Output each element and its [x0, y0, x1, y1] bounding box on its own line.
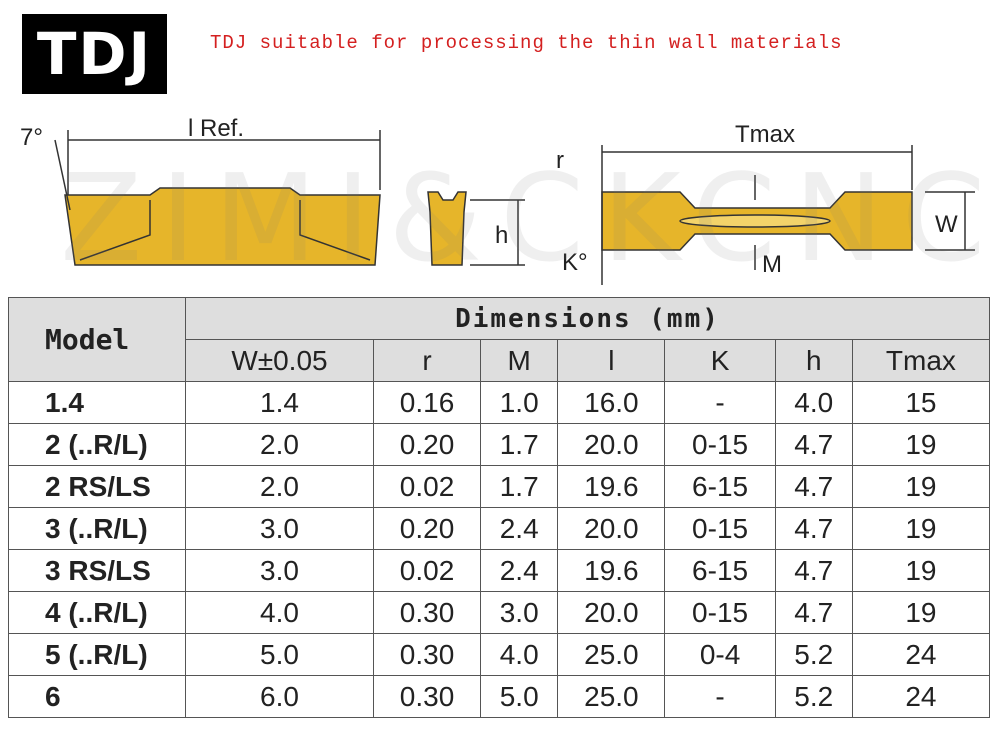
side-view — [54, 130, 381, 266]
column-header: K — [664, 339, 776, 382]
column-header: Tmax — [851, 339, 991, 382]
value-cell: 3.0 — [185, 507, 374, 550]
value-cell: 20.0 — [557, 591, 666, 634]
value-cell: 15 — [851, 381, 991, 424]
subtitle: TDJ suitable for processing the thin wal… — [210, 32, 843, 54]
value-cell: 0.30 — [372, 633, 482, 676]
value-cell: 4.7 — [774, 549, 853, 592]
value-cell: 0.02 — [372, 465, 482, 508]
value-cell: 4.0 — [774, 381, 853, 424]
width-label: W — [935, 211, 958, 238]
value-cell: 0.30 — [372, 591, 482, 634]
value-cell: 16.0 — [557, 381, 666, 424]
value-cell: 1.7 — [480, 423, 559, 466]
value-cell: 3.0 — [480, 591, 559, 634]
table-row: 3 RS/LS 3.0 0.02 2.4 19.6 6-15 4.7 19 — [8, 549, 991, 592]
value-cell: 0-15 — [664, 507, 776, 550]
table-row: 6 6.0 0.30 5.0 25.0-5.2 24 — [8, 675, 991, 718]
value-cell: 4.7 — [774, 465, 853, 508]
model-header: Model — [8, 297, 186, 382]
value-cell: 6-15 — [664, 549, 776, 592]
top-view — [601, 145, 975, 285]
model-cell: 3 (..R/L) — [8, 507, 186, 550]
value-cell: 19.6 — [557, 549, 666, 592]
value-cell: 0-15 — [664, 423, 776, 466]
table-row: 4 (..R/L) 4.0 0.30 3.0 20.0 0-15 4.7 19 — [8, 591, 991, 634]
value-cell: - — [664, 675, 776, 718]
value-cell: 0.16 — [372, 381, 482, 424]
group-header: Dimensions (mm) — [185, 297, 990, 340]
value-cell: 0.20 — [372, 423, 482, 466]
m-label: M — [762, 251, 782, 278]
model-cell: 2 (..R/L) — [8, 423, 186, 466]
model-cell: 4 (..R/L) — [8, 591, 186, 634]
table-row: 2 (..R/L) 2.0 0.20 1.7 20.0 0-15 4.7 19 — [8, 423, 991, 466]
model-cell: 3 RS/LS — [8, 549, 186, 592]
value-cell: 4.0 — [185, 591, 374, 634]
value-cell: 5.0 — [480, 675, 559, 718]
value-cell: 0-4 — [664, 633, 776, 676]
table-row: 3 (..R/L) 3.0 0.20 2.4 20.0 0-15 4.7 19 — [8, 507, 991, 550]
column-header: M — [480, 339, 559, 382]
value-cell: 4.0 — [480, 633, 559, 676]
value-cell: 1.0 — [480, 381, 559, 424]
table-row: 5 (..R/L) 5.0 0.30 4.0 25.0 0-4 5.2 24 — [8, 633, 991, 676]
value-cell: 0.30 — [372, 675, 482, 718]
logo: TDJ — [22, 14, 167, 94]
value-cell: 1.7 — [480, 465, 559, 508]
table-row: 2 RS/LS 2.0 0.02 1.7 19.6 6-15 4.7 19 — [8, 465, 991, 508]
column-header: W±0.05 — [185, 339, 374, 382]
value-cell: 6.0 — [185, 675, 374, 718]
value-cell: 0.20 — [372, 507, 482, 550]
value-cell: 25.0 — [557, 633, 666, 676]
value-cell: 2.4 — [480, 507, 559, 550]
value-cell: 20.0 — [557, 423, 666, 466]
column-header: r — [372, 339, 482, 382]
value-cell: 3.0 — [185, 549, 374, 592]
value-cell: 2.0 — [185, 465, 374, 508]
value-cell: 2.4 — [480, 549, 559, 592]
model-cell: 6 — [8, 675, 186, 718]
value-cell: 19 — [851, 465, 991, 508]
k-label: K° — [562, 249, 588, 276]
value-cell: 1.4 — [185, 381, 374, 424]
value-cell: 19 — [851, 549, 991, 592]
value-cell: 19 — [851, 507, 991, 550]
table-row: 1.4 1.4 0.16 1.0 16.0-4.0 15 — [8, 381, 991, 424]
radius-label: r — [556, 147, 564, 174]
diagrams: 7° l Ref. h r Tmax W K° M — [20, 115, 975, 285]
value-cell: 19.6 — [557, 465, 666, 508]
value-cell: 0-15 — [664, 591, 776, 634]
value-cell: 5.0 — [185, 633, 374, 676]
value-cell: 20.0 — [557, 507, 666, 550]
value-cell: 25.0 — [557, 675, 666, 718]
height-label: h — [495, 222, 508, 249]
value-cell: 4.7 — [774, 591, 853, 634]
value-cell: 4.7 — [774, 507, 853, 550]
value-cell: - — [664, 381, 776, 424]
length-label: l Ref. — [188, 115, 244, 142]
end-view — [427, 191, 525, 266]
value-cell: 19 — [851, 423, 991, 466]
model-cell: 1.4 — [8, 381, 186, 424]
value-cell: 0.02 — [372, 549, 482, 592]
model-cell: 5 (..R/L) — [8, 633, 186, 676]
value-cell: 6-15 — [664, 465, 776, 508]
value-cell: 5.2 — [774, 675, 853, 718]
column-header: h — [774, 339, 853, 382]
model-cell: 2 RS/LS — [8, 465, 186, 508]
value-cell: 24 — [851, 633, 991, 676]
angle-label: 7° — [20, 124, 43, 151]
tmax-label: Tmax — [735, 121, 795, 148]
value-cell: 5.2 — [774, 633, 853, 676]
value-cell: 4.7 — [774, 423, 853, 466]
value-cell: 2.0 — [185, 423, 374, 466]
value-cell: 19 — [851, 591, 991, 634]
column-header: l — [557, 339, 666, 382]
value-cell: 24 — [851, 675, 991, 718]
